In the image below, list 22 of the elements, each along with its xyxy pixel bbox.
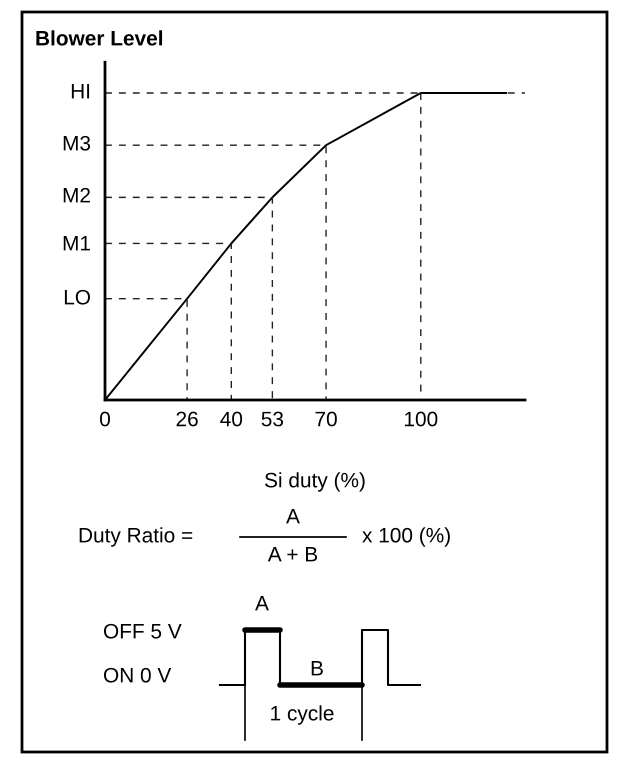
text: HI xyxy=(72,84,90,98)
text: B xyxy=(312,661,323,676)
text: 1 cycle xyxy=(271,705,334,725)
x-tick-label: 70 xyxy=(316,412,337,426)
x-tick-label: 26 xyxy=(176,412,198,426)
text: ON 0 V xyxy=(104,668,172,683)
text: LO xyxy=(64,290,90,305)
x-tick-label: 40 xyxy=(220,412,242,426)
text: A xyxy=(286,509,300,524)
x-tick-label: 100 xyxy=(405,412,438,426)
text: M3 xyxy=(64,136,90,151)
text: A xyxy=(255,596,269,610)
text: M2 xyxy=(64,188,90,202)
text: OFF 5 V xyxy=(104,624,182,639)
text: A + B xyxy=(268,547,318,562)
text: Duty Ratio = xyxy=(80,527,192,547)
x-tick-label: 53 xyxy=(262,412,284,426)
text: x 100 (%) xyxy=(362,527,450,547)
x-axis-title: Si duty (%) xyxy=(265,472,365,492)
chart-title: Blower Level xyxy=(36,30,162,46)
x-tick-label: 0 xyxy=(100,412,110,426)
text: M1 xyxy=(64,236,90,250)
